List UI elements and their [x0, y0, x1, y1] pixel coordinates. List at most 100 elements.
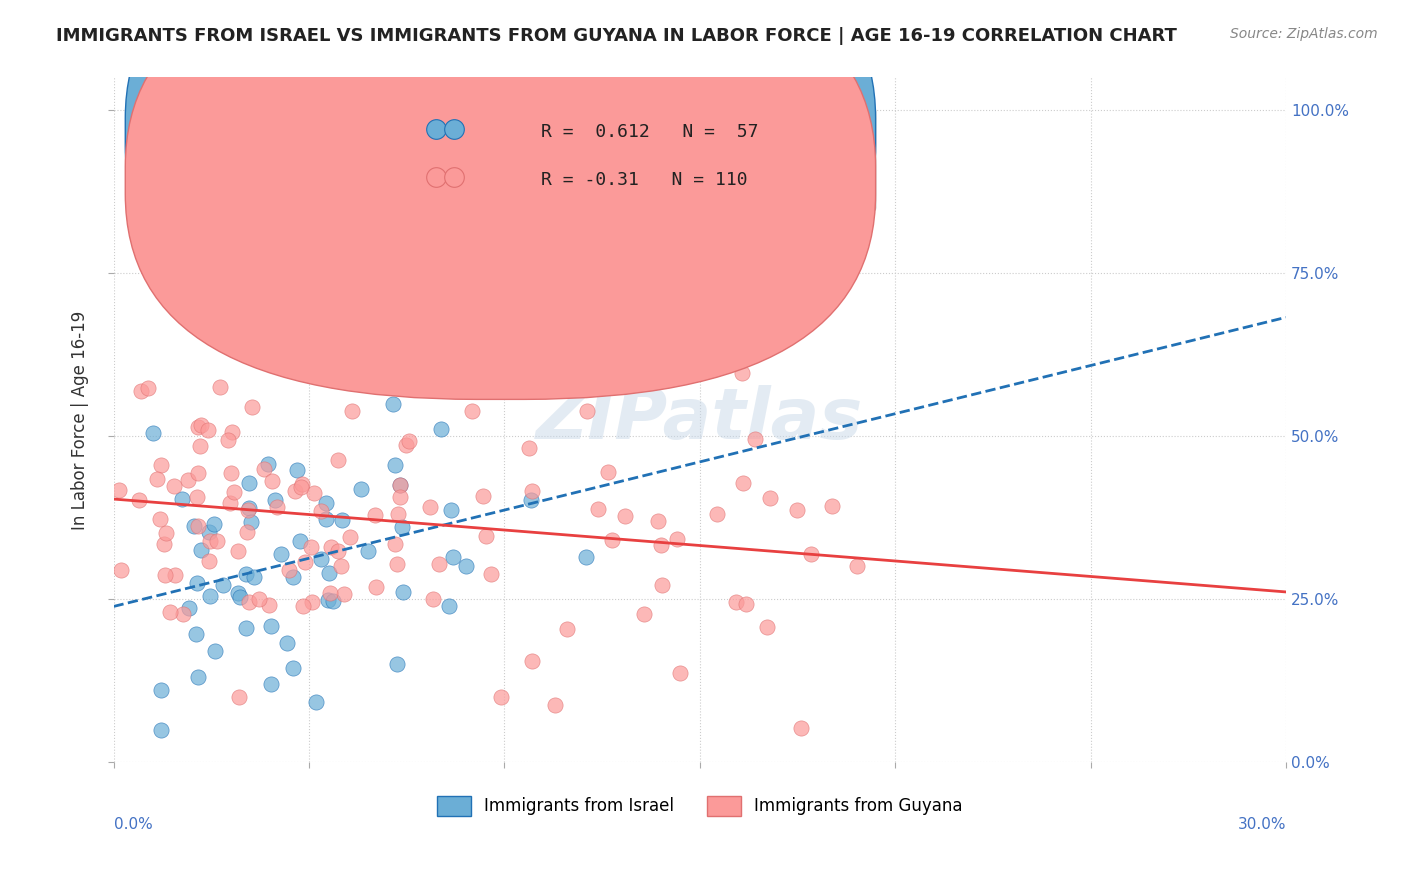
Point: [633, 607, 655, 622]
Text: R = -0.31   N = 110: R = -0.31 N = 110: [541, 171, 748, 189]
Point: [260, 677, 283, 691]
Point: [187, 669, 209, 683]
Point: [226, 585, 249, 599]
Point: [236, 525, 259, 540]
Point: [647, 515, 669, 529]
Point: [437, 599, 460, 614]
Point: [283, 570, 305, 584]
Point: [318, 566, 340, 580]
Point: [731, 367, 754, 381]
Point: [543, 698, 565, 712]
Point: [183, 519, 205, 533]
Point: [256, 457, 278, 471]
Point: [197, 554, 219, 568]
Point: [266, 500, 288, 515]
Point: [575, 550, 598, 565]
Point: [478, 318, 501, 333]
Point: [184, 626, 207, 640]
Point: [149, 458, 172, 472]
Point: [398, 434, 420, 449]
Point: [790, 721, 813, 735]
Point: [186, 576, 208, 591]
Point: [845, 558, 868, 573]
Point: [247, 591, 270, 606]
Point: [159, 605, 181, 619]
Point: [651, 577, 673, 591]
Point: [614, 508, 637, 523]
Point: [198, 589, 221, 603]
Point: [239, 516, 262, 530]
Point: [366, 580, 388, 594]
Point: [221, 425, 243, 439]
Point: [253, 461, 276, 475]
Point: [388, 478, 411, 492]
Point: [222, 484, 245, 499]
Point: [389, 490, 412, 504]
Point: [155, 525, 177, 540]
Point: [321, 541, 343, 555]
Point: [146, 472, 169, 486]
Point: [357, 544, 380, 558]
Point: [129, 384, 152, 399]
Point: [472, 489, 495, 503]
Y-axis label: In Labor Force | Age 16-19: In Labor Force | Age 16-19: [72, 310, 89, 530]
Point: [153, 568, 176, 582]
Point: [706, 507, 728, 521]
Point: [238, 501, 260, 516]
Point: [329, 558, 352, 573]
Point: [384, 458, 406, 473]
Point: [301, 595, 323, 609]
Point: [309, 504, 332, 518]
Point: [270, 547, 292, 561]
Text: 0.0%: 0.0%: [114, 817, 152, 832]
Point: [170, 491, 193, 506]
Point: [190, 543, 212, 558]
Point: [668, 666, 690, 681]
Point: [820, 500, 842, 514]
Point: [294, 555, 316, 569]
Point: [110, 563, 132, 577]
Point: [479, 567, 502, 582]
Point: [454, 559, 477, 574]
Point: [800, 547, 823, 561]
Point: [586, 502, 609, 516]
Point: [187, 518, 209, 533]
Point: [302, 365, 325, 379]
Text: 30.0%: 30.0%: [1237, 817, 1286, 832]
Point: [311, 552, 333, 566]
Point: [384, 537, 406, 551]
Point: [364, 508, 387, 523]
Point: [228, 690, 250, 705]
Point: [650, 538, 672, 552]
Point: [187, 420, 209, 434]
Text: ZIPatlas: ZIPatlas: [536, 385, 863, 454]
Point: [136, 381, 159, 395]
Point: [391, 585, 413, 599]
Point: [172, 607, 194, 622]
Point: [260, 619, 283, 633]
Point: [326, 453, 349, 467]
Point: [217, 433, 239, 447]
Point: [190, 439, 212, 453]
Point: [288, 534, 311, 549]
Text: Source: ZipAtlas.com: Source: ZipAtlas.com: [1230, 27, 1378, 41]
Point: [724, 595, 747, 609]
Point: [330, 513, 353, 527]
Point: [209, 380, 232, 394]
Point: [1236, 197, 1258, 211]
Point: [475, 528, 498, 542]
Point: [460, 379, 482, 393]
FancyBboxPatch shape: [441, 105, 876, 214]
Point: [235, 621, 257, 635]
Point: [211, 578, 233, 592]
Point: [419, 500, 441, 515]
Point: [1177, 197, 1199, 211]
Point: [299, 540, 322, 554]
Point: [328, 544, 350, 558]
Point: [228, 543, 250, 558]
Point: [107, 483, 129, 497]
Point: [243, 570, 266, 584]
Point: [257, 598, 280, 612]
Point: [316, 593, 339, 607]
Point: [163, 479, 186, 493]
